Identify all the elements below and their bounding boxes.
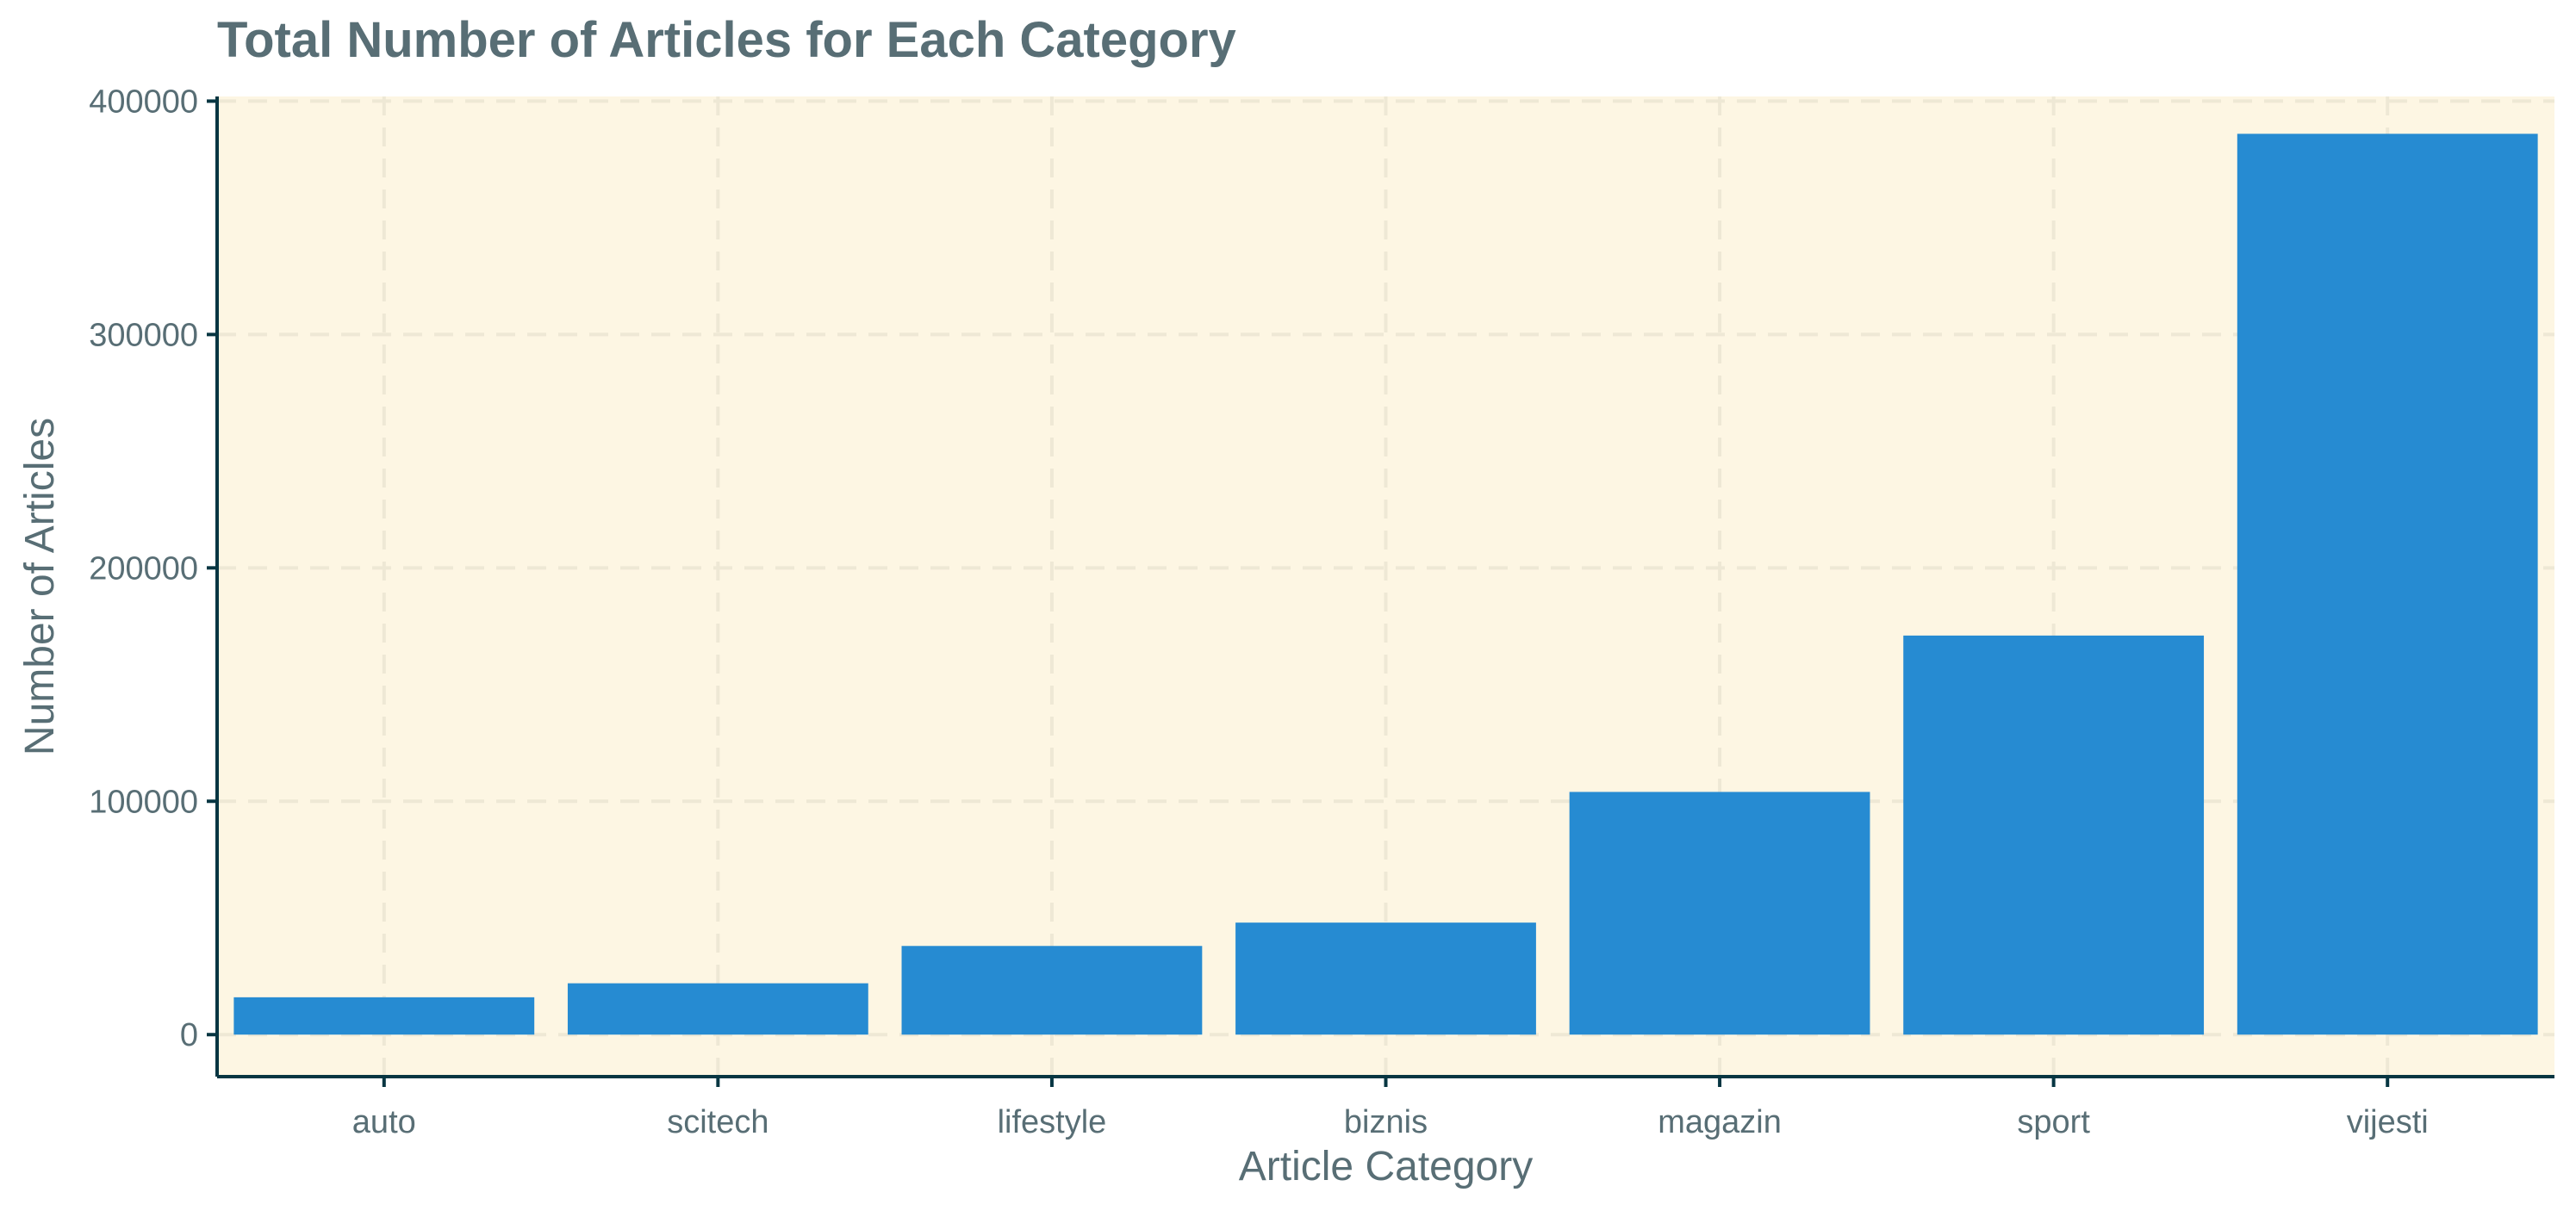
x-tick-label-magazin: magazin bbox=[1658, 1104, 1782, 1140]
y-tick-label: 300000 bbox=[89, 317, 198, 353]
y-axis-title: Number of Articles bbox=[17, 418, 63, 755]
bar-magazin bbox=[1569, 792, 1870, 1035]
x-tick-label-scitech: scitech bbox=[667, 1104, 768, 1140]
bar-sport bbox=[1903, 635, 2205, 1035]
y-tick-label: 400000 bbox=[89, 84, 198, 120]
y-tick-label: 200000 bbox=[89, 550, 198, 587]
bar-scitech bbox=[567, 983, 868, 1035]
bar-lifestyle bbox=[901, 946, 1203, 1035]
bar-vijesti bbox=[2237, 134, 2538, 1035]
x-tick-label-sport: sport bbox=[2017, 1104, 2090, 1140]
bar-auto bbox=[233, 997, 535, 1035]
chart-title: Total Number of Articles for Each Catego… bbox=[217, 12, 1236, 68]
tick-labels: 0 100000 200000 300000 400000 auto scitech life… bbox=[89, 84, 2429, 1140]
x-tick-label-auto: auto bbox=[352, 1104, 416, 1140]
x-axis-title: Article Category bbox=[1239, 1144, 1533, 1189]
y-tick-label: 0 bbox=[180, 1017, 198, 1053]
y-tick-label: 100000 bbox=[89, 784, 198, 820]
bars bbox=[233, 134, 2538, 1035]
axes bbox=[207, 96, 2554, 1087]
x-tick-label-biznis: biznis bbox=[1344, 1104, 1428, 1140]
bar-biznis bbox=[1235, 922, 1536, 1035]
x-tick-label-lifestyle: lifestyle bbox=[998, 1104, 1107, 1140]
x-tick-label-vijesti: vijesti bbox=[2347, 1104, 2429, 1140]
